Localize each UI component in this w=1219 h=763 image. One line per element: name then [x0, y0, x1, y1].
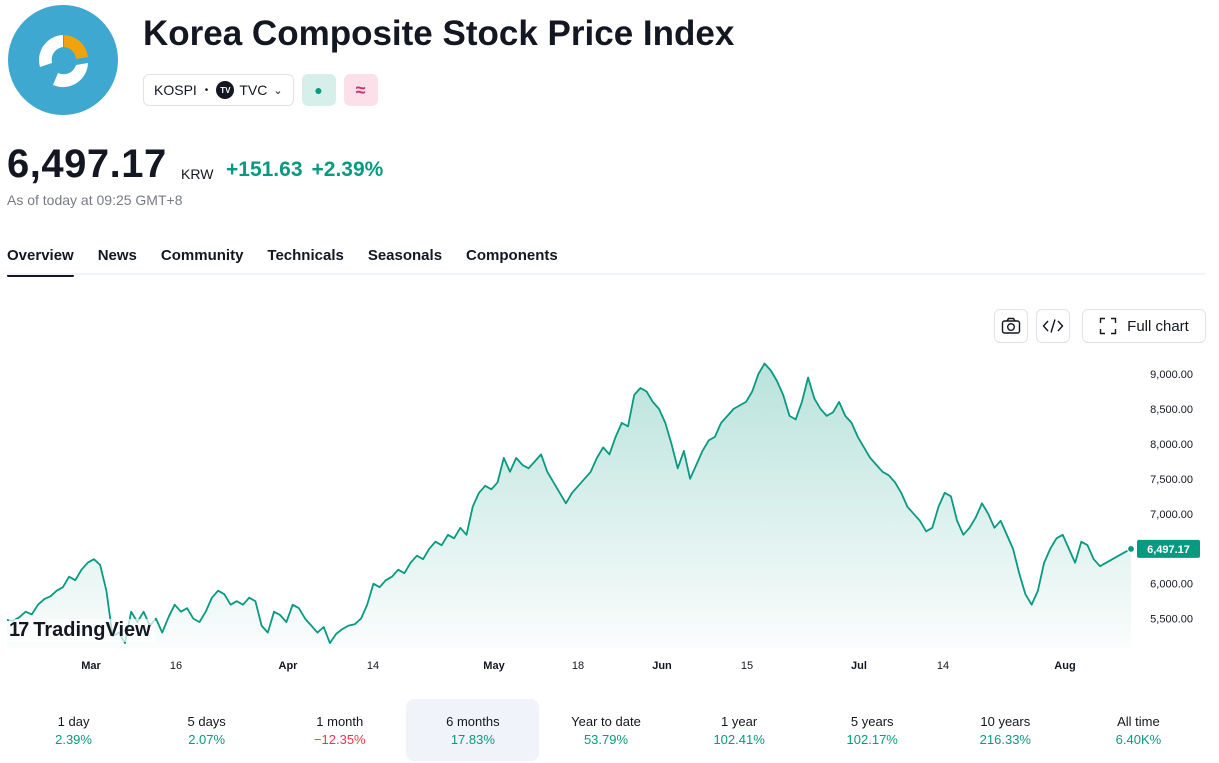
x-tick-label: Aug	[1054, 660, 1075, 672]
exchange-logo-icon: TV	[216, 81, 235, 99]
range-option[interactable]: 5 years 102.17%	[806, 699, 939, 761]
change-percent: +2.39%	[311, 158, 384, 181]
tab-technicals[interactable]: Technicals	[267, 247, 344, 264]
nav-tabs: Overview News Community Technicals Seaso…	[7, 247, 558, 277]
range-option[interactable]: All time 6.40K%	[1072, 699, 1205, 761]
x-tick-label: Jun	[652, 660, 672, 672]
change-absolute: +151.63	[226, 158, 303, 181]
tab-overview[interactable]: Overview	[7, 247, 74, 277]
range-option[interactable]: 5 days 2.07%	[140, 699, 273, 761]
range-option[interactable]: 10 years 216.33%	[939, 699, 1072, 761]
range-label: 6 months	[446, 713, 500, 729]
tab-components[interactable]: Components	[466, 247, 558, 264]
kospi-logo-icon	[38, 35, 88, 88]
x-tick-label: 14	[367, 660, 379, 672]
y-tick-label: 6,000.00	[1150, 579, 1193, 591]
x-tick-label: Apr	[279, 660, 299, 672]
range-label: 1 year	[721, 713, 758, 729]
y-tick-label: 9,000.00	[1150, 369, 1193, 381]
range-label: 1 month	[316, 713, 364, 729]
x-tick-label: May	[483, 660, 505, 672]
tabs-divider	[7, 273, 1205, 275]
last-price-label: 6,497.17	[1147, 544, 1190, 556]
range-option[interactable]: 1 day 2.39%	[7, 699, 140, 761]
range-change: 216.33%	[979, 731, 1031, 747]
range-option[interactable]: 6 months 17.83%	[406, 699, 540, 761]
range-change: 102.17%	[846, 731, 898, 747]
x-tick-label: 16	[170, 660, 182, 672]
camera-icon	[1001, 317, 1021, 334]
kospi-logo	[8, 5, 118, 115]
y-tick-label: 5,500.00	[1150, 614, 1193, 626]
market-status-icon[interactable]: ●	[301, 74, 336, 106]
price-series-line	[6, 362, 1132, 644]
tradingview-name: TradingView	[33, 619, 151, 641]
tab-news[interactable]: News	[97, 247, 137, 264]
exchange-label: TVC	[239, 82, 268, 98]
chevron-down-icon: ⌄	[273, 84, 283, 97]
snapshot-button[interactable]	[994, 309, 1028, 343]
as-of-timestamp: As of today at 09:25 GMT+8	[7, 192, 183, 208]
currency-label: KRW	[181, 166, 214, 182]
x-tick-label: 18	[572, 660, 584, 672]
price-chart[interactable]: 9,000.00 8,500.00 8,000.00 7,500.00 7,000.00…	[0, 350, 1219, 680]
range-option[interactable]: Year to date 53.79%	[539, 699, 672, 761]
tab-community[interactable]: Community	[160, 247, 244, 264]
symbol-exchange-chip[interactable]: KOSPI • TV TVC ⌄	[143, 74, 294, 106]
page-title: Korea Composite Stock Price Index	[143, 14, 735, 53]
y-tick-label: 7,500.00	[1150, 474, 1193, 486]
price-area-fill	[7, 363, 1131, 648]
range-option[interactable]: 1 month −12.35%	[273, 699, 406, 761]
tradingview-logo-icon: 17	[9, 619, 29, 641]
code-icon	[1042, 319, 1064, 333]
symbol-chips: KOSPI • TV TVC ⌄ ● ≈	[143, 74, 378, 106]
range-change: 17.83%	[450, 731, 495, 747]
range-label: 5 years	[850, 713, 894, 729]
y-tick-label: 8,000.00	[1150, 439, 1193, 451]
range-change: 102.41%	[713, 731, 765, 747]
full-chart-label: Full chart	[1127, 317, 1189, 335]
x-tick-label: 14	[937, 660, 949, 672]
range-selector: 1 day 2.39% 5 days 2.07% 1 month −12.35% 6 mon…	[7, 699, 1205, 761]
range-change: 6.40K%	[1115, 731, 1162, 747]
price-value: 6,497.17	[7, 142, 167, 186]
last-price-badge	[1137, 539, 1200, 558]
last-price-dot	[1126, 544, 1136, 554]
x-tick-label: Mar	[81, 660, 101, 672]
embed-button[interactable]	[1036, 309, 1070, 343]
x-tick-label: 15	[741, 660, 753, 672]
separator-dot-icon: •	[204, 84, 209, 96]
range-change: 2.39%	[55, 731, 92, 747]
range-label: 10 years	[980, 713, 1031, 729]
range-label: All time	[1117, 713, 1160, 729]
symbol-label: KOSPI	[154, 82, 197, 98]
tradingview-watermark: 17 TradingView	[9, 619, 155, 642]
full-chart-button[interactable]: Full chart	[1082, 309, 1206, 343]
range-change: −12.35%	[313, 731, 366, 747]
fullscreen-icon	[1099, 317, 1117, 335]
x-tick-label: Jul	[851, 660, 867, 672]
range-change: 2.07%	[188, 731, 226, 747]
range-label: 1 day	[57, 713, 90, 729]
range-label: 5 days	[187, 713, 226, 729]
range-change: 53.79%	[583, 731, 629, 747]
range-label: Year to date	[571, 713, 641, 729]
wave-icon[interactable]: ≈	[343, 74, 378, 106]
y-tick-label: 7,000.00	[1150, 509, 1193, 521]
range-option[interactable]: 1 year 102.41%	[673, 699, 806, 761]
price-change: +151.63 +2.39%	[226, 158, 383, 182]
tab-seasonals[interactable]: Seasonals	[367, 247, 443, 264]
y-tick-label: 8,500.00	[1150, 404, 1193, 416]
